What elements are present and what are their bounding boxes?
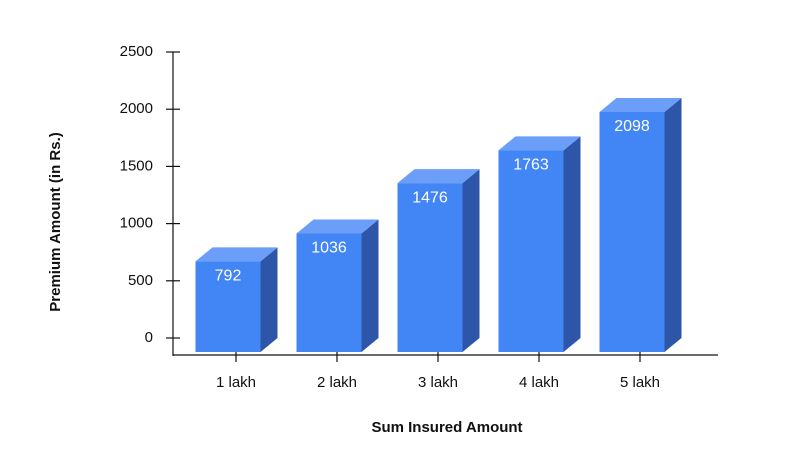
bar-side [260,247,278,352]
value-label: 792 [215,268,242,285]
y-tick-label: 2500 [120,43,153,60]
bar-side [462,169,480,352]
x-tick-label: 1 lakh [216,374,256,391]
x-tick-label: 2 lakh [317,374,357,391]
bar-top [498,136,581,151]
bar [498,150,564,352]
x-tick-label: 4 lakh [519,374,559,391]
x-tick-label: 5 lakh [620,374,660,391]
value-label: 2098 [614,118,650,135]
bar-side [664,97,682,352]
bar-side [361,219,379,352]
value-label: 1476 [412,189,448,206]
y-tick-label: 0 [145,329,153,346]
bar-side [563,136,581,352]
x-axis-title: Sum Insured Amount [371,419,522,436]
value-label: 1763 [513,157,549,174]
y-tick-label: 1000 [120,215,153,232]
bar [195,261,261,352]
value-label: 1036 [311,240,347,257]
y-tick-label: 2000 [120,100,153,117]
bar-top [397,169,480,184]
bar [397,183,463,352]
y-axis-title: Premium Amount (in Rs.) [47,132,64,311]
bar-top [296,219,379,234]
bar-top [195,247,278,262]
bar [599,111,665,352]
bar-top [599,97,682,112]
x-tick-label: 3 lakh [418,374,458,391]
bar [296,233,362,352]
y-tick-label: 1500 [120,157,153,174]
y-tick-label: 500 [128,272,153,289]
